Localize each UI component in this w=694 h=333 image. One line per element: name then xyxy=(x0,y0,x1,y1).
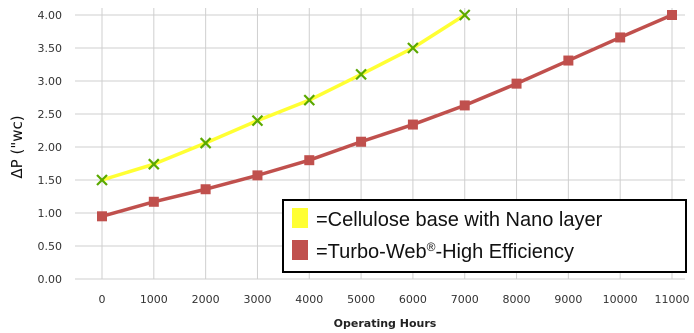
x-axis-ticks: 0 1000 2000 3000 4000 5000 6000 7000 8000 9000 100… xyxy=(99,293,690,306)
series-line-cellulose xyxy=(100,13,467,182)
data-point-cellulose-stroke xyxy=(355,68,367,81)
x-tick-label: 3000 xyxy=(243,293,271,306)
x-tick-label: 4000 xyxy=(295,293,323,306)
data-point-cellulose xyxy=(199,137,212,149)
data-point-cellulose-stroke xyxy=(407,42,419,54)
x-tick-label: 2000 xyxy=(192,293,220,306)
data-point-turbo-web xyxy=(97,211,107,222)
data-point-turbo-web xyxy=(200,184,211,195)
data-point-cellulose-stroke xyxy=(148,158,160,170)
y-tick-label: 0.00 xyxy=(38,273,63,286)
data-point-turbo-web xyxy=(667,10,677,20)
x-tick-label: 0 xyxy=(99,293,106,306)
series-line-turbo-web xyxy=(100,13,674,219)
data-point-cellulose xyxy=(303,94,316,106)
legend-label-cellulose: =Cellulose base with Nano layer xyxy=(316,209,603,231)
x-tick-label: 6000 xyxy=(399,293,427,306)
data-point-cellulose xyxy=(148,158,160,170)
x-axis-label: Operating Hours xyxy=(334,317,437,330)
legend-label-registered-mark: ® xyxy=(427,240,436,254)
data-point-cellulose xyxy=(251,114,264,127)
data-point-turbo-web xyxy=(407,119,418,130)
data-point-cellulose-stroke xyxy=(96,174,108,186)
x-tick-label: 7000 xyxy=(451,293,479,306)
legend-swatch-cellulose xyxy=(292,208,308,228)
y-tick-label: 3.00 xyxy=(38,75,63,88)
data-point-cellulose xyxy=(458,9,471,21)
data-point-cellulose xyxy=(355,68,367,81)
y-tick-label: 1.50 xyxy=(38,174,63,187)
data-point-cellulose-stroke xyxy=(251,114,264,127)
data-point-turbo-web xyxy=(615,32,626,43)
y-tick-label: 2.50 xyxy=(38,108,63,121)
legend-label-turbo-web: =Turbo-Web®-High Efficiency xyxy=(316,240,574,263)
y-tick-label: 4.00 xyxy=(38,9,63,22)
y-tick-label: 0.50 xyxy=(38,240,63,253)
data-point-turbo-web xyxy=(511,78,522,89)
data-point-cellulose-stroke xyxy=(303,94,316,106)
data-point-turbo-web xyxy=(563,55,574,66)
data-point-cellulose-stroke xyxy=(199,137,212,149)
legend-label-turbo-web-main: =Turbo-Web xyxy=(316,241,427,263)
x-tick-label: 1000 xyxy=(140,293,168,306)
series-lines xyxy=(100,13,674,219)
x-tick-label: 5000 xyxy=(347,293,375,306)
x-tick-label: 9000 xyxy=(554,293,582,306)
data-point-turbo-web xyxy=(459,100,470,111)
data-point-cellulose xyxy=(407,42,419,54)
x-tick-label: 8000 xyxy=(503,293,531,306)
legend: =Cellulose base with Nano layer =Turbo-W… xyxy=(282,199,687,273)
y-tick-label: 3.50 xyxy=(38,42,63,55)
y-axis-ticks: 0.00 0.50 1.00 1.50 2.00 2.50 3.00 3.50 4.00 xyxy=(38,9,63,286)
x-tick-label: 11000 xyxy=(655,293,690,306)
data-point-turbo-web xyxy=(252,170,263,181)
legend-swatch-turbo-web xyxy=(292,240,308,260)
x-tick-label: 10000 xyxy=(603,293,638,306)
y-axis-label: ΔP ("wc) xyxy=(8,115,26,178)
data-point-cellulose-stroke xyxy=(458,9,471,21)
legend-label-turbo-web-rest: -High Efficiency xyxy=(435,241,574,263)
y-tick-label: 2.00 xyxy=(38,141,63,154)
data-point-turbo-web xyxy=(304,155,315,166)
data-point-cellulose xyxy=(96,174,108,186)
legend-box xyxy=(282,199,687,273)
series-markers xyxy=(96,9,677,222)
y-tick-label: 1.00 xyxy=(38,207,63,220)
data-point-turbo-web xyxy=(148,196,159,207)
data-point-turbo-web xyxy=(356,136,367,147)
